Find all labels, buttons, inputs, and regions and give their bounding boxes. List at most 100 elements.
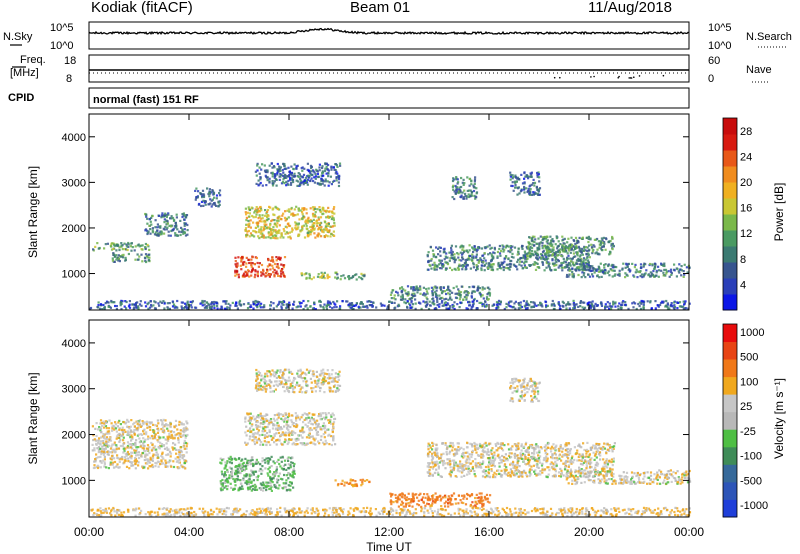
scatter-cell: [172, 227, 175, 230]
scatter-cell: [105, 436, 109, 439]
scatter-cell: [254, 270, 257, 273]
scatter-cell: [224, 471, 227, 474]
scatter-cell: [266, 460, 269, 463]
scatter-cell: [211, 190, 215, 193]
scatter-cell: [278, 472, 281, 475]
scatter-cell: [221, 488, 224, 491]
scatter-cell: [298, 173, 301, 176]
scatter-cell: [554, 268, 557, 271]
scatter-cell: [165, 453, 168, 457]
scatter-cell: [511, 177, 514, 180]
scatter-cell: [571, 273, 574, 276]
scatter-cell: [402, 288, 405, 291]
scatter-cell: [284, 210, 287, 213]
scatter-cell: [546, 242, 549, 245]
scatter-cell: [660, 269, 663, 272]
scatter-cell: [251, 432, 254, 435]
scatter-cell: [298, 301, 301, 304]
scatter-cell: [321, 179, 324, 182]
scatter-cell: [575, 251, 579, 254]
scatter-cell: [231, 457, 234, 460]
scatter-cell: [119, 457, 123, 460]
scatter-cell: [133, 460, 136, 463]
scatter-cell: [292, 167, 295, 170]
scatter-cell: [156, 226, 159, 229]
scatter-cell: [654, 307, 657, 310]
scatter-cell: [577, 257, 580, 260]
scatter-cell: [235, 304, 238, 307]
scatter-cell: [257, 225, 260, 228]
scatter-cell: [314, 443, 317, 446]
scatter-cell: [635, 307, 638, 311]
scatter-cell: [278, 178, 281, 181]
scatter-cell: [565, 275, 568, 278]
scatter-cell: [514, 307, 517, 310]
scatter-cell: [271, 180, 274, 183]
scatter-cell: [99, 466, 102, 469]
scatter-cell: [657, 275, 660, 278]
scatter-cell: [512, 175, 515, 178]
scatter-cell: [677, 270, 680, 273]
scatter-cell: [460, 176, 463, 180]
scatter-cell: [202, 199, 205, 202]
scatter-cell: [176, 228, 179, 231]
scatter-cell: [355, 273, 358, 276]
scatter-cell: [216, 305, 219, 308]
scatter-cell: [547, 265, 550, 268]
scatter-cell: [180, 449, 183, 452]
scatter-cell: [364, 305, 367, 308]
scatter-cell: [256, 270, 259, 273]
scatter-cell: [322, 433, 325, 436]
scatter-cell: [598, 267, 601, 270]
scatter-cell: [226, 481, 229, 484]
scatter-cell: [211, 301, 214, 304]
scatter-cell: [669, 268, 673, 271]
scatter-cell: [580, 265, 583, 268]
scatter-cell: [309, 441, 312, 445]
scatter-cell: [115, 445, 118, 448]
freq-label: Freq.: [20, 54, 46, 66]
scatter-cell: [600, 269, 603, 272]
scatter-cell: [274, 229, 277, 232]
scatter-cell: [601, 245, 604, 248]
colorbar-swatch: [723, 150, 737, 167]
scatter-cell: [251, 214, 254, 218]
scatter-cell: [338, 178, 341, 181]
scatter-cell: [525, 245, 528, 249]
scatter-cell: [205, 306, 209, 309]
scatter-cell: [401, 289, 404, 292]
scatter-cell: [297, 209, 300, 212]
scatter-cell: [581, 264, 584, 267]
scatter-cell: [393, 301, 396, 304]
scatter-cell: [306, 181, 309, 184]
scatter-cell: [194, 198, 197, 201]
scatter-cell: [562, 305, 565, 308]
scatter-cell: [159, 225, 162, 228]
scatter-cell: [318, 206, 321, 209]
scatter-cell: [273, 174, 276, 178]
scatter-cell: [260, 168, 263, 171]
scatter-cell: [185, 214, 189, 217]
scatter-cell: [119, 300, 122, 304]
scatter-cell: [234, 458, 237, 461]
scatter-cell: [643, 262, 646, 265]
scatter-cell: [279, 477, 283, 480]
scatter-cell: [265, 212, 268, 215]
scatter-cell: [670, 270, 673, 273]
scatter-cell: [640, 302, 643, 305]
scatter-cell: [234, 271, 237, 274]
scatter-cell: [135, 446, 138, 449]
scatter-cell: [302, 308, 305, 311]
scatter-cell: [472, 286, 475, 289]
scatter-cell: [640, 273, 643, 276]
scatter-cell: [286, 420, 289, 423]
scatter-cell: [250, 265, 253, 268]
scatter-cell: [298, 233, 301, 236]
scatter-cell: [110, 451, 113, 454]
scatter-cell: [262, 234, 265, 237]
scatter-cell: [273, 222, 277, 225]
scatter-cell: [321, 165, 324, 168]
scatter-cell: [263, 223, 266, 226]
scatter-cell: [523, 262, 526, 265]
scatter-cell: [566, 252, 569, 255]
